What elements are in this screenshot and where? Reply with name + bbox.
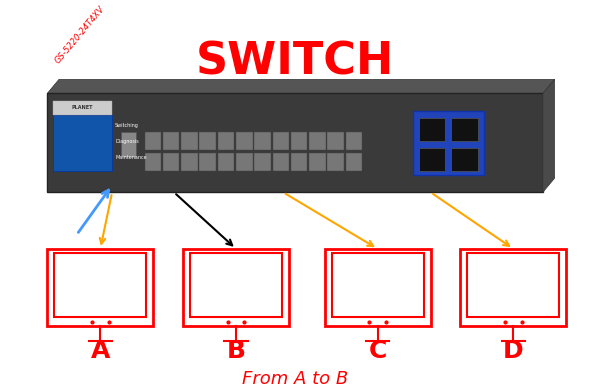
FancyBboxPatch shape bbox=[236, 132, 253, 150]
Polygon shape bbox=[47, 80, 555, 94]
FancyBboxPatch shape bbox=[324, 249, 431, 326]
FancyBboxPatch shape bbox=[181, 132, 198, 150]
Text: PLANET: PLANET bbox=[72, 105, 93, 110]
FancyBboxPatch shape bbox=[183, 249, 289, 326]
FancyBboxPatch shape bbox=[181, 154, 198, 171]
Text: C: C bbox=[368, 339, 387, 363]
Text: Maintenance: Maintenance bbox=[115, 154, 147, 160]
FancyBboxPatch shape bbox=[346, 154, 362, 171]
FancyBboxPatch shape bbox=[460, 249, 566, 326]
Polygon shape bbox=[543, 80, 555, 192]
FancyBboxPatch shape bbox=[346, 132, 362, 150]
FancyBboxPatch shape bbox=[47, 249, 153, 326]
Text: B: B bbox=[227, 339, 245, 363]
FancyBboxPatch shape bbox=[54, 253, 146, 317]
FancyBboxPatch shape bbox=[309, 154, 326, 171]
FancyBboxPatch shape bbox=[254, 132, 271, 150]
FancyBboxPatch shape bbox=[451, 148, 478, 171]
Text: A: A bbox=[91, 339, 110, 363]
FancyBboxPatch shape bbox=[47, 94, 543, 192]
Text: Switching: Switching bbox=[115, 123, 139, 128]
Text: Diagnosis: Diagnosis bbox=[115, 138, 139, 144]
FancyBboxPatch shape bbox=[413, 111, 484, 175]
FancyBboxPatch shape bbox=[254, 154, 271, 171]
Text: SWITCH: SWITCH bbox=[196, 40, 394, 83]
FancyBboxPatch shape bbox=[53, 101, 112, 115]
FancyBboxPatch shape bbox=[218, 132, 234, 150]
FancyBboxPatch shape bbox=[467, 253, 559, 317]
FancyBboxPatch shape bbox=[273, 132, 289, 150]
FancyBboxPatch shape bbox=[190, 253, 282, 317]
FancyBboxPatch shape bbox=[291, 154, 307, 171]
FancyBboxPatch shape bbox=[419, 118, 445, 141]
Text: D: D bbox=[503, 339, 523, 363]
FancyBboxPatch shape bbox=[451, 118, 478, 141]
FancyBboxPatch shape bbox=[53, 115, 112, 171]
FancyBboxPatch shape bbox=[236, 154, 253, 171]
Text: GS-5220-24T4XV: GS-5220-24T4XV bbox=[53, 4, 106, 65]
FancyBboxPatch shape bbox=[332, 253, 424, 317]
FancyBboxPatch shape bbox=[163, 154, 179, 171]
FancyBboxPatch shape bbox=[145, 154, 161, 171]
FancyBboxPatch shape bbox=[145, 132, 161, 150]
FancyBboxPatch shape bbox=[199, 154, 216, 171]
FancyBboxPatch shape bbox=[309, 132, 326, 150]
FancyBboxPatch shape bbox=[218, 154, 234, 171]
FancyBboxPatch shape bbox=[273, 154, 289, 171]
Text: From A to B: From A to B bbox=[242, 370, 348, 388]
FancyBboxPatch shape bbox=[291, 132, 307, 150]
FancyBboxPatch shape bbox=[199, 132, 216, 150]
FancyBboxPatch shape bbox=[419, 148, 445, 171]
FancyBboxPatch shape bbox=[327, 132, 344, 150]
FancyBboxPatch shape bbox=[163, 132, 179, 150]
FancyBboxPatch shape bbox=[327, 154, 344, 171]
FancyBboxPatch shape bbox=[121, 132, 136, 157]
